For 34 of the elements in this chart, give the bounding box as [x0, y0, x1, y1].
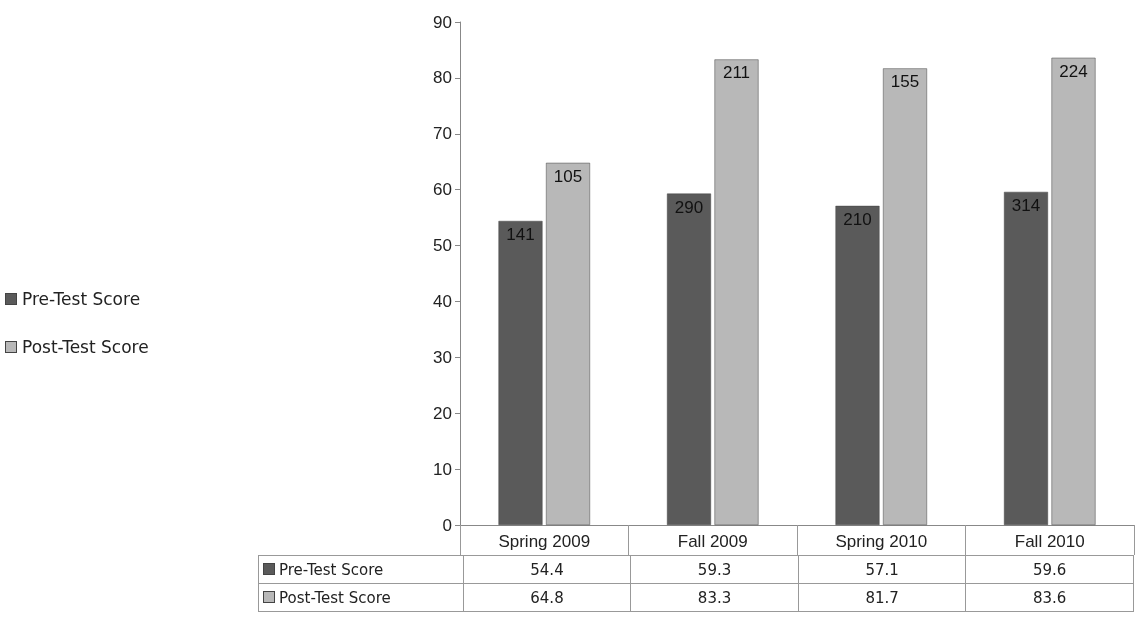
annotation: 314 [1011, 195, 1041, 215]
data-label: 81.7 [798, 583, 966, 612]
x-tick-label: Spring 2009 [498, 532, 591, 551]
annotation: 141 [506, 224, 535, 244]
data-label: 64.8 [463, 583, 631, 612]
data-label: 57.1 [798, 555, 966, 584]
y-tick-label: 40 [433, 291, 452, 311]
annotation: 105 [553, 166, 583, 186]
annotation: 211 [722, 63, 751, 83]
y-tick-label: 10 [433, 459, 452, 479]
legend-label: Post-Test Score [258, 583, 464, 612]
text: Pre-Test Score [22, 289, 141, 309]
annotation: 155 [890, 72, 920, 92]
x-tick-label: Fall 2009 [677, 532, 748, 551]
data-label: 54.4 [463, 555, 631, 584]
y-tick-label: 20 [433, 403, 452, 423]
y-tick-label: 80 [433, 68, 452, 88]
y-tick-label: 30 [433, 347, 452, 367]
x-tick-label: Fall 2010 [1014, 532, 1085, 551]
annotation: 224 [1059, 61, 1088, 81]
y-tick-label: 60 [433, 180, 452, 200]
data-label: 59.3 [630, 555, 799, 584]
data-label: 83.6 [965, 583, 1134, 612]
y-tick-label: 50 [433, 236, 452, 256]
annotation: 290 [674, 197, 704, 217]
data-label: 59.6 [965, 555, 1134, 584]
data-label: 83.3 [630, 583, 799, 612]
annotation: 210 [843, 209, 872, 229]
legend-label: Pre-Test Score [258, 555, 464, 584]
text: Post-Test Score [22, 337, 149, 357]
y-tick-label: 0 [442, 515, 452, 535]
y-tick-label: 70 [433, 124, 452, 144]
x-tick-label: Spring 2010 [835, 532, 928, 551]
y-tick-label: 90 [433, 12, 452, 32]
